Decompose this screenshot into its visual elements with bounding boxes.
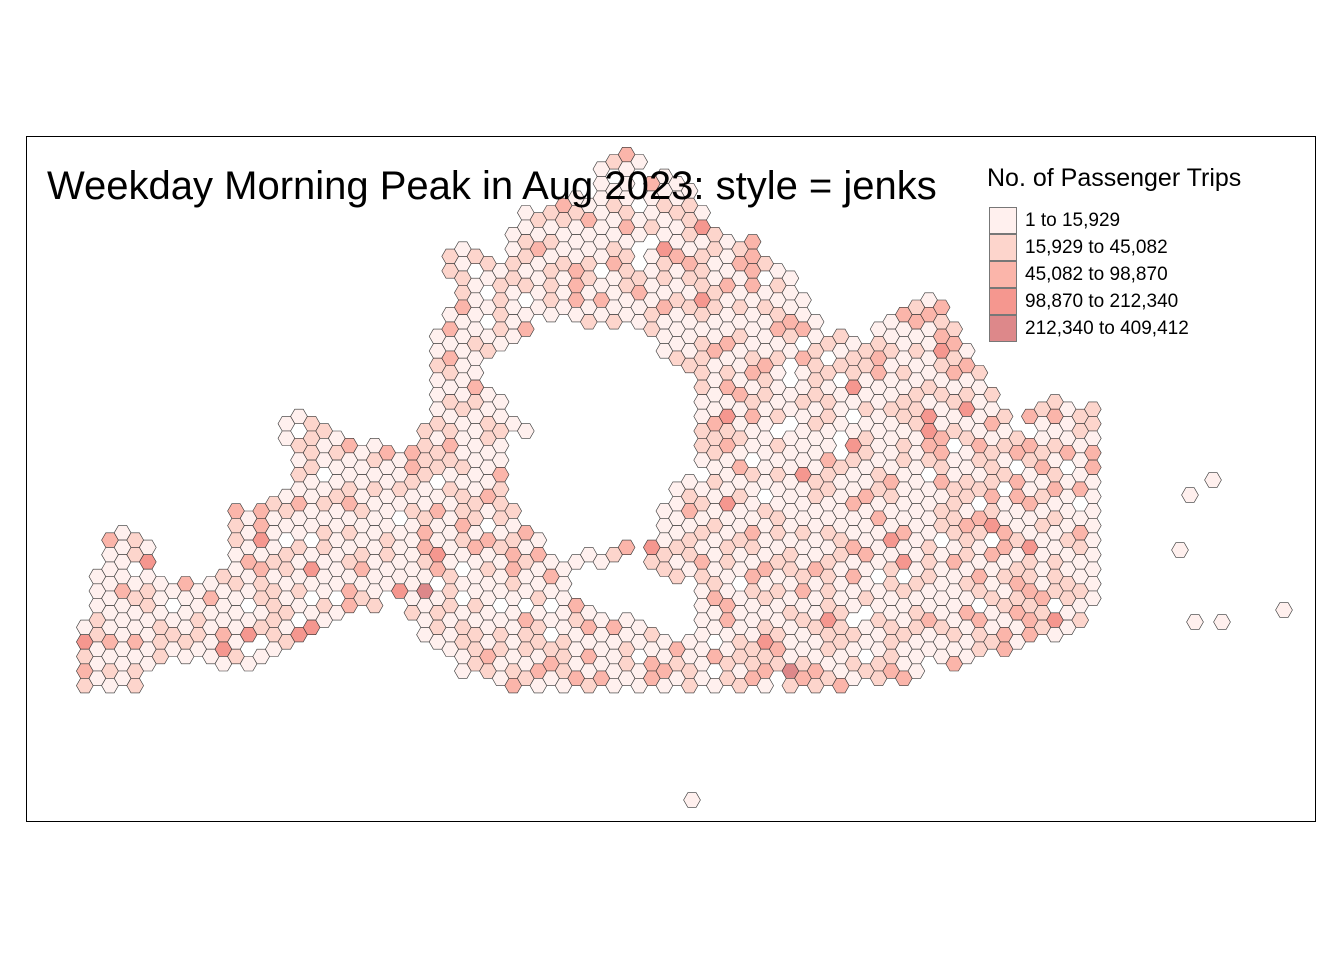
hex-cell[interactable]	[617, 539, 636, 556]
hex-cell[interactable]	[907, 663, 926, 679]
legend-swatch	[989, 315, 1017, 342]
hex-cell[interactable]	[1171, 542, 1189, 558]
map-title: Weekday Morning Peak in Aug 2023: style …	[47, 164, 937, 208]
hex-cell[interactable]	[1186, 614, 1204, 630]
hex-cell[interactable]	[1204, 472, 1222, 488]
hex-cell[interactable]	[1084, 590, 1102, 606]
legend-item: 1 to 15,929	[989, 207, 1249, 234]
hex-cell[interactable]	[1275, 602, 1293, 618]
legend-swatch	[989, 234, 1017, 261]
hex-cell[interactable]	[756, 677, 774, 694]
legend-label: 212,340 to 409,412	[1025, 318, 1189, 339]
hex-cell[interactable]	[517, 321, 535, 337]
legend-label: 98,870 to 212,340	[1025, 291, 1179, 312]
hex-cell[interactable]	[1181, 487, 1199, 503]
legend-label: 15,929 to 45,082	[1025, 237, 1168, 258]
legend-title: No. of Passenger Trips	[987, 164, 1242, 192]
hex-cell[interactable]	[683, 792, 701, 808]
hex-cell[interactable]	[630, 154, 648, 170]
hex-cell[interactable]	[365, 597, 384, 614]
legend-swatch	[989, 261, 1017, 288]
legend: No. of Passenger Trips 1 to 15,929 15,92…	[987, 164, 1242, 342]
legend-item: 45,082 to 98,870	[989, 261, 1249, 288]
hex-cell[interactable]	[1213, 614, 1231, 630]
hex-cell[interactable]	[517, 423, 535, 439]
hex-cell[interactable]	[1071, 612, 1089, 628]
legend-swatch	[989, 288, 1017, 315]
legend-item: 15,929 to 45,082	[989, 234, 1249, 261]
legend-label: 45,082 to 98,870	[1025, 264, 1168, 285]
legend-label: 1 to 15,929	[1025, 210, 1121, 231]
legend-item: 212,340 to 409,412	[989, 315, 1249, 342]
legend-swatch	[989, 207, 1017, 234]
legend-item: 98,870 to 212,340	[989, 288, 1249, 315]
hex-cells	[76, 147, 1293, 808]
hex-cell[interactable]	[126, 677, 144, 694]
